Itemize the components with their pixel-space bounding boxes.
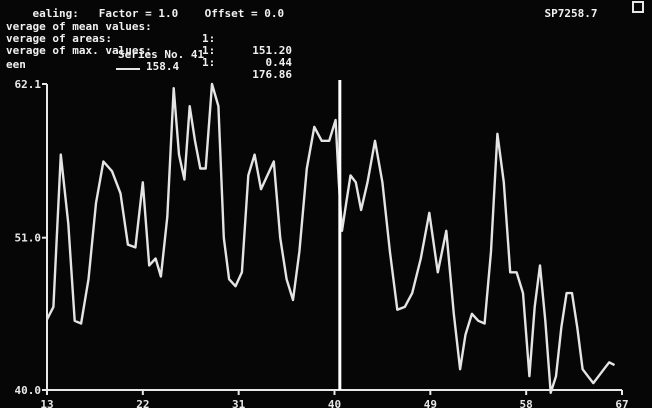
series-line — [45, 82, 616, 394]
top-right-readout: SP7258.7 — [544, 7, 598, 20]
x-tick-label: 22 — [136, 398, 149, 408]
legend-value: 158.4 — [146, 60, 180, 73]
scaling-readout: ealing: Factor = 1.0 Offset = 0.0 — [32, 7, 285, 20]
header-top-line: ealing: Factor = 1.0 Offset = 0.0 — [6, 0, 285, 32]
legend-line-swatch — [116, 68, 140, 70]
x-tick-label: 40 — [328, 398, 341, 408]
x-tick-label: 67 — [615, 398, 628, 408]
chart-ticks: 40.0 51.0 62.1 13 22 31 40 49 58 67 — [15, 78, 629, 408]
y-tick-label: 40.0 — [15, 384, 42, 397]
chart-series — [45, 82, 616, 394]
stat-row-mean: verage of mean values: 1: 151.20 — [6, 20, 292, 57]
x-tick-label: 49 — [424, 398, 437, 408]
y-tick-label: 62.1 — [15, 78, 42, 91]
y-tick-label: 51.0 — [15, 232, 42, 245]
stat-row-max: verage of max. values: 1: 176.86 — [6, 44, 292, 81]
chart-axes — [46, 84, 622, 391]
x-tick-label: 31 — [232, 398, 246, 408]
close-icon[interactable] — [632, 1, 644, 13]
x-tick-label: 58 — [520, 398, 533, 408]
stat-row-areas: verage of areas: 1: 0.44 — [6, 32, 292, 69]
stats-block: verage of mean values: 1: 151.20 verage … — [6, 9, 306, 81]
legend-title: Series No. 41 — [118, 48, 205, 61]
unit-label: een — [6, 58, 26, 71]
x-tick-label: 13 — [40, 398, 53, 408]
